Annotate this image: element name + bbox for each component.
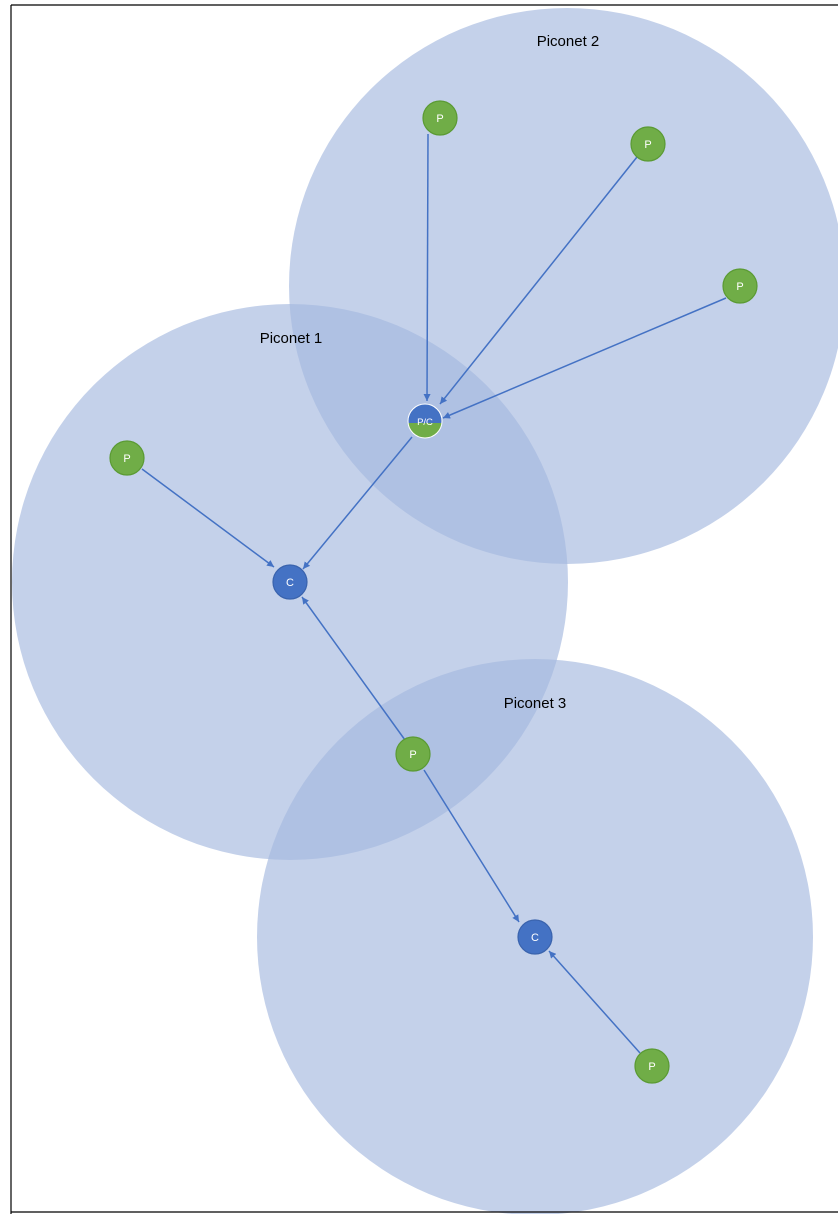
piconet-labels: Piconet 1 Piconet 2 Piconet 3 [260,33,600,712]
node-c1-label: C [286,577,294,589]
arrow-p1a-c1 [141,468,275,568]
node-p1a-circle [109,440,145,476]
node-p2b-label: P [644,139,651,151]
node-c1: C [272,564,308,600]
node-p2a: P [422,100,458,136]
node-c3-circle [517,919,553,955]
node-pc-central-half [408,404,442,423]
piconet-3-label: Piconet 3 [504,695,567,712]
arrow-pc-c1 [302,436,413,570]
node-p2c-label: P [736,281,743,293]
node-pc-label: P/C [417,417,433,428]
node-p3a-circle [634,1048,670,1084]
piconet-regions [12,8,838,1214]
arrow-p13-c3 [423,769,520,923]
node-c3-label: C [531,932,539,944]
node-p1a-label: P [123,453,130,465]
devices: P P P P/C P C P C P [109,100,758,1084]
node-p2a-label: P [436,113,443,125]
connections [141,133,727,1054]
node-p3a-label: P [648,1061,655,1073]
node-c1-circle [272,564,308,600]
node-pc-outline [407,403,443,439]
piconet-2-label: Piconet 2 [537,33,600,50]
node-p2b: P [630,126,666,162]
node-p3a: P [634,1048,670,1084]
arrow-p2a-pc [423,133,431,402]
node-c3: C [517,919,553,955]
node-p2c: P [722,268,758,304]
arrow-p2b-pc [439,156,638,405]
node-p13-circle [395,736,431,772]
piconet-1-label: Piconet 1 [260,330,323,347]
arrow-p13-c1 [301,596,406,741]
node-p2b-circle [630,126,666,162]
node-p2c-circle [722,268,758,304]
node-pc: P/C [407,403,443,439]
node-p2a-circle [422,100,458,136]
node-p1a: P [109,440,145,476]
arrow-p2c-pc [442,297,727,419]
node-pc-peripheral-half [408,423,442,438]
node-p13-label: P [409,749,416,761]
node-p13: P [395,736,431,772]
arrow-p3a-c3 [548,950,641,1054]
